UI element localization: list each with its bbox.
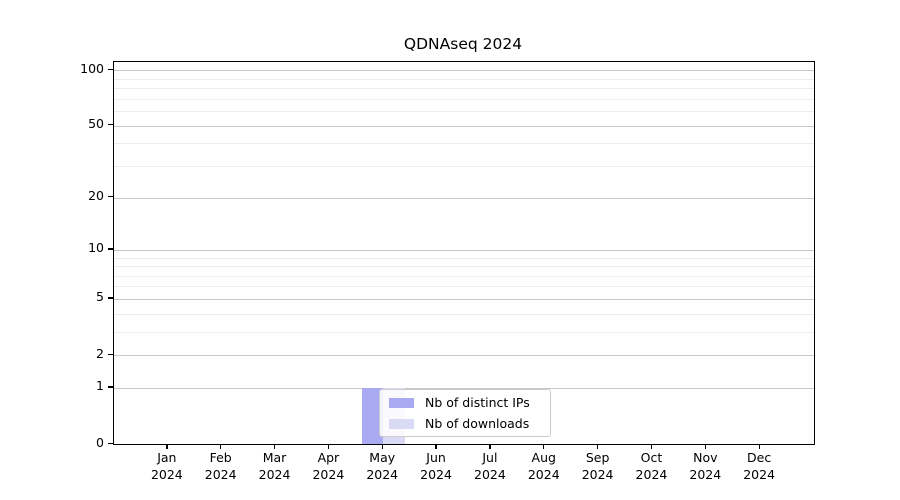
x-tickmark-Jan: [166, 444, 168, 449]
y-tick-label-0: 0: [96, 434, 104, 450]
y-tick-label-1: 1: [96, 378, 104, 394]
y-tickmark-2: [108, 353, 113, 355]
gridline-major-1: [114, 387, 814, 389]
gridline-minor-6: [114, 286, 814, 288]
plot-area: Nb of distinct IPs Nb of downloads: [113, 61, 815, 445]
gridline-major-2: [114, 355, 814, 357]
gridline-major-5: [114, 298, 814, 300]
y-tickmark-10: [108, 248, 113, 250]
chart-title: QDNAseq 2024: [403, 35, 523, 53]
bar-distinct-ips-May: [361, 387, 384, 444]
legend: Nb of distinct IPs Nb of downloads: [379, 389, 551, 437]
gridline-minor-7: [114, 275, 814, 277]
x-tickmark-Aug: [543, 444, 545, 449]
legend-item-distinct-ips: Nb of distinct IPs: [386, 394, 544, 411]
x-tick-label-Apr-2024: Apr 2024: [312, 450, 345, 482]
y-tickmark-20: [108, 196, 113, 198]
x-tickmark-Jul: [489, 444, 491, 449]
gridline-minor-60: [114, 111, 814, 113]
gridline-minor-4: [114, 313, 814, 315]
legend-label-distinct-ips: Nb of distinct IPs: [425, 395, 530, 410]
gridline-major-10: [114, 249, 814, 251]
legend-swatch-distinct-ips-icon: [389, 397, 414, 408]
x-tickmark-Apr: [327, 444, 330, 449]
x-tickmark-Jun: [435, 444, 437, 449]
legend-swatch-downloads-icon: [389, 418, 414, 429]
x-tickmark-Dec: [758, 444, 760, 449]
gridline-major-50: [114, 125, 814, 127]
y-tick-label-2: 2: [96, 345, 104, 361]
x-tick-label-May-2024: May 2024: [366, 450, 399, 482]
x-tickmark-Mar: [273, 444, 276, 449]
gridline-major-20: [114, 197, 814, 199]
x-tickmark-May: [381, 444, 383, 449]
x-tick-label-Nov-2024: Nov 2024: [689, 450, 722, 482]
gridline-minor-3: [114, 331, 814, 333]
gridline-minor-70: [114, 98, 814, 100]
x-tick-label-Jun-2024: Jun 2024: [420, 450, 452, 482]
x-tick-label-Jan-2024: Jan 2024: [150, 450, 183, 482]
y-tick-label-20: 20: [88, 188, 104, 204]
x-tick-label-Dec-2024: Dec 2024: [743, 450, 776, 482]
y-tick-label-50: 50: [88, 116, 104, 132]
x-tick-label-Jul-2024: Jul 2024: [474, 450, 506, 482]
x-tick-label-Feb-2024: Feb 2024: [204, 450, 237, 482]
y-tickmark-1: [108, 386, 113, 388]
gridline-minor-8: [114, 266, 814, 268]
y-tickmark-0: [108, 442, 113, 444]
x-tickmark-Nov: [704, 444, 706, 449]
x-tick-label-Aug-2024: Aug 2024: [527, 450, 560, 482]
x-tick-label-Oct-2024: Oct 2024: [635, 450, 668, 482]
x-tickmark-Sep: [597, 444, 599, 449]
x-tick-label-Mar-2024: Mar 2024: [258, 450, 291, 482]
legend-item-downloads: Nb of downloads: [386, 415, 544, 432]
y-tickmark-5: [108, 297, 113, 299]
y-tick-label-10: 10: [88, 240, 104, 256]
gridline-minor-9: [114, 257, 814, 259]
y-tick-label-5: 5: [96, 289, 104, 305]
x-tickmark-Feb: [220, 444, 222, 449]
gridline-minor-40: [114, 143, 814, 145]
y-tickmark-100: [108, 68, 113, 71]
y-tick-label-100: 100: [80, 60, 104, 76]
gridline-major-100: [114, 70, 814, 72]
y-tickmark-50: [108, 124, 113, 126]
x-tick-label-Sep-2024: Sep 2024: [581, 450, 614, 482]
gridline-minor-90: [114, 78, 814, 80]
legend-label-downloads: Nb of downloads: [425, 416, 530, 431]
x-tickmark-Oct: [650, 444, 653, 449]
gridline-minor-30: [114, 165, 814, 167]
gridline-minor-80: [114, 88, 814, 90]
